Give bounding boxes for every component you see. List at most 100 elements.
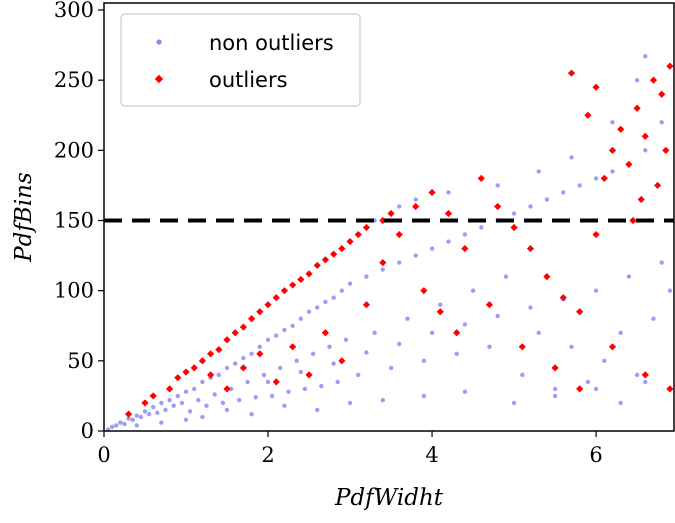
outlier-point-22: [321, 256, 330, 264]
y-axis-title: PdfBins: [11, 172, 37, 263]
non-outlier-point-119: [511, 400, 517, 406]
non-outlier-point-67: [413, 253, 418, 258]
outlier-point-42: [412, 202, 420, 211]
non-outlier-point-83: [544, 197, 550, 202]
non-outlier-point-106: [610, 120, 615, 125]
non-outlier-point-81: [528, 204, 533, 209]
non-outlier-point-129: [429, 330, 435, 335]
non-outlier-point-44: [286, 389, 291, 394]
outlier-point-14: [256, 308, 264, 316]
non-outlier-point-19: [183, 389, 189, 394]
outlier-point-17: [280, 287, 289, 295]
outlier-point-28: [379, 216, 387, 225]
non-outlier-point-59: [347, 281, 353, 286]
non-outlier-point-111: [224, 407, 230, 413]
non-outlier-point-3: [118, 420, 123, 425]
non-outlier-point-39: [265, 337, 271, 342]
non-outlier-point-38: [261, 372, 267, 378]
outlier-point-60: [649, 76, 658, 84]
outlier-point-78: [641, 371, 649, 379]
non-outlier-point-110: [200, 414, 205, 420]
non-outlier-point-114: [315, 407, 320, 413]
x-tick-label-1: 2: [261, 443, 274, 467]
non-outlier-point-10: [146, 412, 152, 417]
non-outlier-point-101: [397, 204, 402, 209]
outlier-point-79: [666, 385, 674, 393]
non-outlier-point-27: [216, 372, 221, 378]
non-outlier-point-68: [421, 358, 427, 363]
non-outlier-point-79: [511, 211, 517, 216]
non-outlier-point-60: [356, 372, 361, 378]
non-outlier-point-112: [249, 412, 254, 417]
outlier-point-51: [559, 294, 567, 302]
non-outlier-point-16: [171, 403, 176, 408]
outlier-point-57: [625, 160, 633, 168]
outlier-point-58: [633, 104, 641, 112]
non-outlier-point-136: [659, 260, 664, 265]
non-outlier-point-26: [212, 392, 217, 397]
outlier-point-34: [272, 378, 280, 386]
non-outlier-point-104: [536, 169, 541, 174]
outlier-point-15: [264, 301, 272, 309]
non-outlier-point-57: [339, 288, 344, 293]
outlier-point-65: [637, 195, 645, 204]
non-outlier-point-23: [200, 379, 205, 385]
non-outlier-point-87: [577, 183, 582, 188]
y-axis-title-group: PdfBins: [11, 172, 37, 263]
non-outlier-point-28: [220, 400, 226, 406]
non-outlier-point-102: [446, 190, 451, 195]
outlier-point-72: [453, 329, 461, 337]
non-outlier-point-134: [593, 288, 599, 293]
y-tick-label-4: 200: [54, 138, 94, 162]
non-outlier-point-18: [179, 400, 185, 406]
non-outlier-point-62: [372, 330, 377, 335]
outlier-point-31: [223, 385, 231, 393]
non-outlier-point-8: [138, 414, 144, 420]
outlier-point-10: [223, 336, 231, 344]
non-outlier-point-41: [274, 333, 279, 338]
non-outlier-point-109: [413, 197, 418, 202]
non-outlier-point-15: [167, 397, 172, 403]
non-outlier-point-17: [175, 393, 180, 399]
non-outlier-point-132: [528, 305, 533, 310]
non-outlier-point-97: [659, 120, 664, 125]
non-outlier-point-58: [343, 337, 349, 342]
non-outlier-point-1: [110, 424, 115, 429]
non-outlier-point-105: [569, 155, 574, 160]
non-outlier-point-32: [237, 397, 242, 403]
y-tick-label-3: 150: [54, 209, 94, 233]
x-axis-title: PdfWidht: [334, 485, 444, 511]
non-outlier-point-126: [331, 361, 336, 366]
outlier-point-52: [576, 308, 584, 316]
non-outlier-point-75: [479, 225, 484, 230]
outlier-point-66: [629, 216, 637, 225]
non-outlier-point-73: [462, 232, 468, 237]
outlier-point-46: [477, 174, 485, 183]
outlier-point-69: [592, 83, 600, 91]
non-outlier-point-103: [495, 183, 500, 188]
ticks-layer: 0 2 4 6 0 50 100 150 200 250 300: [54, 0, 603, 467]
outlier-point-18: [289, 281, 297, 289]
points-layer: [105, 54, 674, 432]
non-outlier-point-115: [347, 400, 353, 406]
outlier-point-61: [658, 90, 666, 98]
non-outlier-point-121: [593, 386, 599, 392]
non-outlier-point-29: [224, 365, 230, 371]
non-outlier-point-94: [634, 372, 640, 378]
non-outlier-point-63: [380, 267, 385, 272]
legend-marker-outliers: [154, 74, 164, 84]
outlier-point-71: [436, 308, 444, 316]
outlier-point-35: [289, 343, 297, 351]
non-outlier-point-71: [446, 239, 451, 244]
non-outlier-point-30: [228, 386, 234, 392]
non-outlier-point-84: [552, 386, 558, 392]
outlier-point-24: [338, 244, 346, 253]
non-outlier-point-35: [249, 351, 254, 356]
non-outlier-point-4: [122, 421, 127, 427]
non-outlier-point-14: [163, 407, 168, 413]
non-outlier-point-40: [269, 393, 275, 399]
non-outlier-point-20: [187, 409, 193, 414]
non-outlier-point-116: [380, 397, 385, 403]
non-outlier-point-95: [643, 148, 648, 153]
